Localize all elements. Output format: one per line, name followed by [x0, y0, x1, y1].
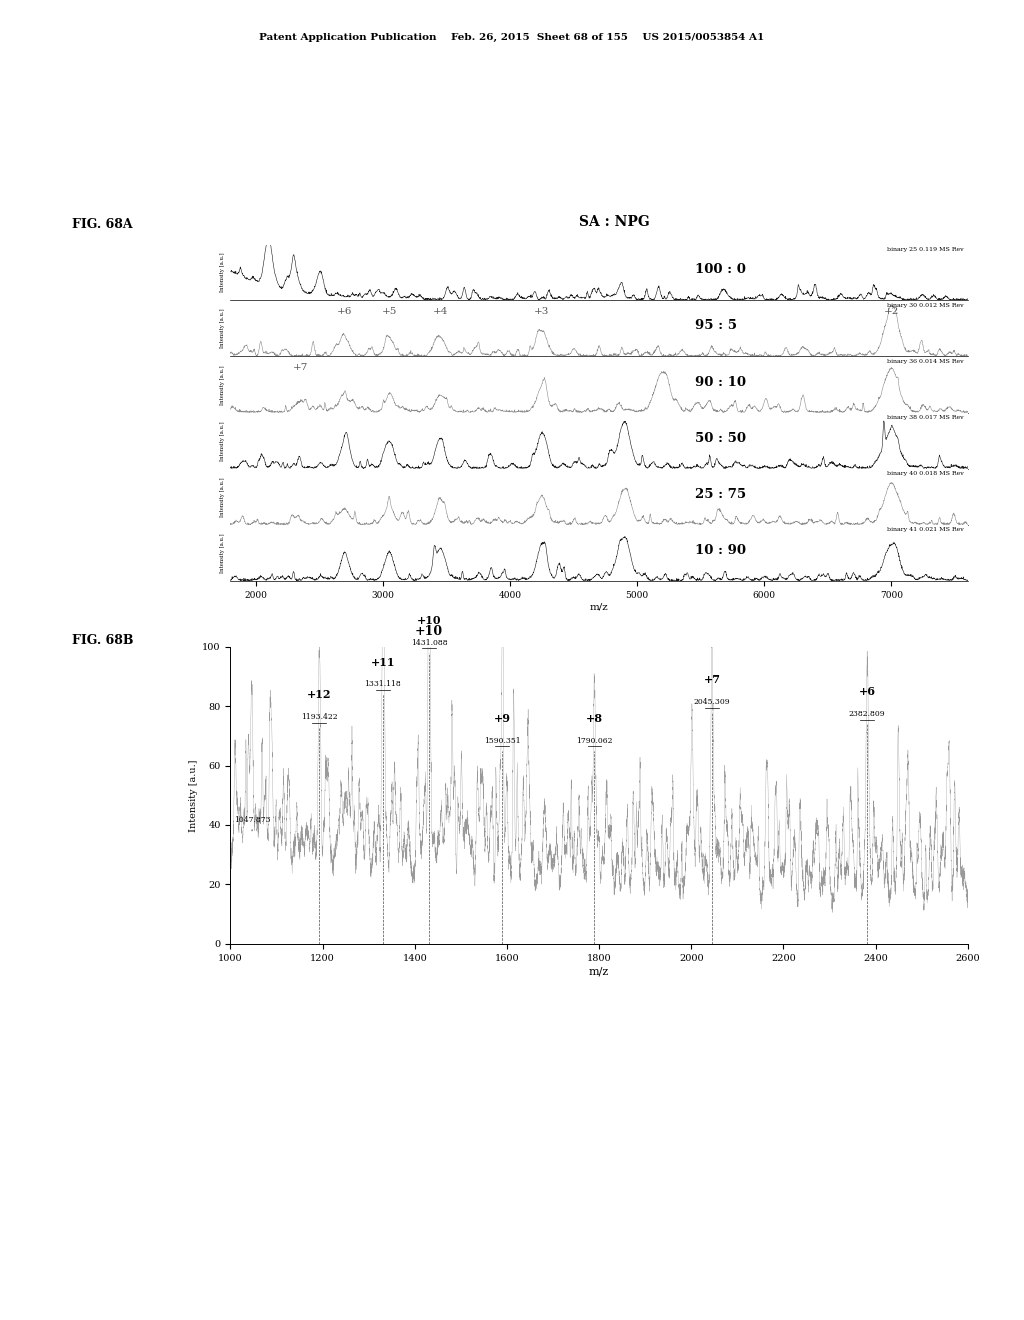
Text: +12: +12	[307, 689, 332, 700]
Text: SA : NPG: SA : NPG	[579, 215, 650, 230]
Text: 10 : 90: 10 : 90	[695, 544, 745, 557]
Text: binary 41 0.021 MS Rev: binary 41 0.021 MS Rev	[887, 527, 964, 532]
Text: Patent Application Publication    Feb. 26, 2015  Sheet 68 of 155    US 2015/0053: Patent Application Publication Feb. 26, …	[259, 33, 765, 42]
Text: +7: +7	[703, 675, 721, 685]
Text: +2: +2	[884, 306, 899, 315]
Text: 1790.062: 1790.062	[577, 737, 612, 744]
Text: +3: +3	[535, 306, 550, 315]
Text: binary 40 0.018 MS Rev: binary 40 0.018 MS Rev	[887, 471, 964, 477]
X-axis label: m/z: m/z	[590, 602, 608, 611]
Text: binary 36 0.014 MS Rev: binary 36 0.014 MS Rev	[888, 359, 964, 364]
Text: +6: +6	[337, 306, 352, 315]
Text: Intensity [a.u.]: Intensity [a.u.]	[220, 533, 225, 573]
Text: +10: +10	[415, 624, 443, 638]
Text: 1431.088: 1431.088	[411, 639, 447, 647]
Text: binary 38 0.017 MS Rev: binary 38 0.017 MS Rev	[888, 414, 964, 420]
Text: 25 : 75: 25 : 75	[695, 487, 746, 500]
Text: +7: +7	[293, 363, 308, 372]
Y-axis label: Intensity [a.u.]: Intensity [a.u.]	[189, 759, 198, 832]
Text: +4: +4	[432, 306, 447, 315]
Text: 1590.351: 1590.351	[484, 737, 520, 744]
Text: 50 : 50: 50 : 50	[695, 432, 745, 445]
Text: 2382.809: 2382.809	[849, 710, 886, 718]
Text: Intensity [a.u.]: Intensity [a.u.]	[220, 309, 225, 348]
X-axis label: m/z: m/z	[589, 966, 609, 977]
Text: Intensity [a.u.]: Intensity [a.u.]	[220, 421, 225, 461]
Text: +5: +5	[382, 306, 397, 315]
Text: +11: +11	[371, 656, 395, 668]
Text: +9: +9	[494, 713, 511, 723]
Text: Intensity [a.u.]: Intensity [a.u.]	[220, 364, 225, 405]
Text: 1047.873: 1047.873	[233, 816, 270, 832]
Text: FIG. 68B: FIG. 68B	[72, 634, 133, 647]
Text: +10: +10	[417, 615, 441, 626]
Text: binary 25 0.119 MS Rev: binary 25 0.119 MS Rev	[888, 247, 964, 252]
Text: +6: +6	[859, 686, 876, 697]
Text: Intensity [a.u.]: Intensity [a.u.]	[220, 252, 225, 293]
Text: 90 : 10: 90 : 10	[695, 375, 745, 388]
Text: 1331.118: 1331.118	[365, 680, 401, 689]
Text: 2045.309: 2045.309	[693, 698, 730, 706]
Text: 95 : 5: 95 : 5	[695, 319, 737, 333]
Text: 1193.422: 1193.422	[301, 713, 338, 721]
Text: 100 : 0: 100 : 0	[695, 263, 745, 276]
Text: +8: +8	[586, 713, 603, 723]
Text: FIG. 68A: FIG. 68A	[72, 218, 132, 231]
Text: Intensity [a.u.]: Intensity [a.u.]	[220, 477, 225, 517]
Text: binary 30 0.012 MS Rev: binary 30 0.012 MS Rev	[888, 302, 964, 308]
